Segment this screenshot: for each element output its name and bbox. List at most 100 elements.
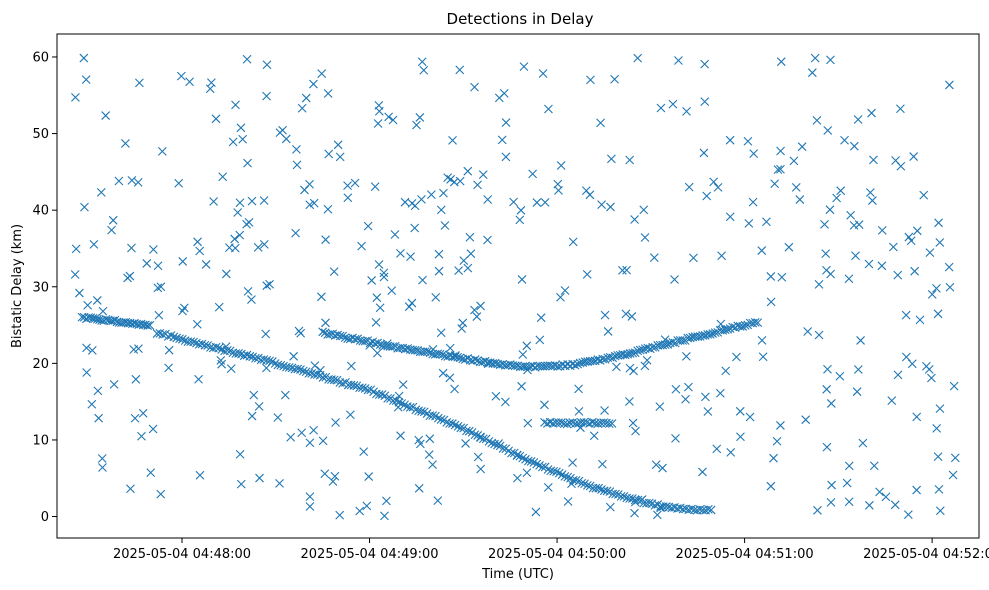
track-point [318,373,328,382]
y-axis-label: Bistatic Delay (km) [10,224,25,348]
clutter-point [419,65,429,75]
clutter-point [400,197,410,207]
clutter-point [515,215,525,225]
clutter-point [600,406,609,415]
track-point [553,362,563,371]
clutter-point [881,492,891,502]
clutter-point [317,292,326,302]
clutter-point [254,401,264,411]
track-point [611,489,620,499]
track-point [753,318,763,328]
clutter-point [630,215,639,224]
clutter-point [297,103,307,113]
clutter-point [135,78,144,88]
clutter-point [426,190,436,199]
track-point [597,485,606,494]
clutter-point [455,65,465,75]
clutter-point [948,470,958,480]
track-point [523,456,533,466]
clutter-point [713,182,723,192]
track-point [270,359,280,368]
clutter-point [758,352,768,362]
track-point [635,345,645,355]
clutter-point [538,69,548,78]
track-point [648,342,658,352]
clutter-point [869,155,878,165]
clutter-point [822,442,832,452]
clutter-point [87,345,97,355]
track-point [623,349,633,359]
track-point [360,384,370,393]
clutter-point [776,57,786,67]
clutter-point [323,89,333,98]
clutter-point [801,415,811,425]
clutter-point [436,328,446,338]
track-point [633,495,643,505]
track-point [251,353,260,363]
clutter-point [935,238,945,247]
track-point [693,332,703,342]
clutter-point [321,235,330,245]
clutter-point [766,481,776,491]
clutter-point [625,397,634,406]
clutter-point [622,265,632,275]
track-point [706,505,716,515]
clutter-point [832,193,841,203]
track-point [607,419,617,428]
track-point [172,333,182,343]
track-point [455,353,465,363]
clutter-point [725,135,735,145]
clutter-point [864,259,874,269]
clutter-point [877,225,887,235]
clutter-point [410,223,420,233]
clutter-point [934,218,943,228]
clutter-point [810,53,820,63]
clutter-point [721,366,731,376]
clutter-point [656,103,666,113]
track-point [158,330,168,339]
clutter-point [568,458,577,467]
track-point [484,437,494,446]
clutter-point [640,233,650,242]
clutter-point [513,473,522,483]
clutter-point [865,188,875,197]
clutter-point [195,470,205,480]
track-point [405,403,415,412]
clutter-point [516,205,526,215]
clutter-point [75,288,84,298]
clutter-point [868,196,877,205]
clutter-point [844,274,854,284]
clutter-point [581,186,591,195]
clutter-point [844,497,854,507]
clutter-point [935,506,945,516]
clutter-point [374,260,384,269]
clutter-point [236,479,246,489]
clutter-point [98,306,108,316]
clutter-point [262,91,271,101]
clutter-point [142,259,152,268]
clutter-point [642,355,652,365]
clutter-point [846,210,856,220]
clutter-point [379,272,389,282]
clutter-point [784,242,794,252]
clutter-point [261,329,271,339]
clutter-point [350,178,360,188]
clutter-point [390,230,400,239]
clutter-point [776,164,785,174]
clutter-point [603,327,613,336]
clutter-point [563,497,573,506]
track-point [276,360,286,370]
track-point [577,478,587,488]
track-point [487,438,497,448]
track-point [588,356,598,366]
clutter-point [309,79,318,89]
clutter-point [436,205,446,215]
track-point [535,460,544,470]
clutter-point [317,69,327,79]
clutter-point [164,363,173,373]
track-point [619,491,629,501]
track-point [543,465,553,474]
track-point [450,352,460,361]
clutter-point [375,303,385,313]
clutter-point [238,134,248,144]
